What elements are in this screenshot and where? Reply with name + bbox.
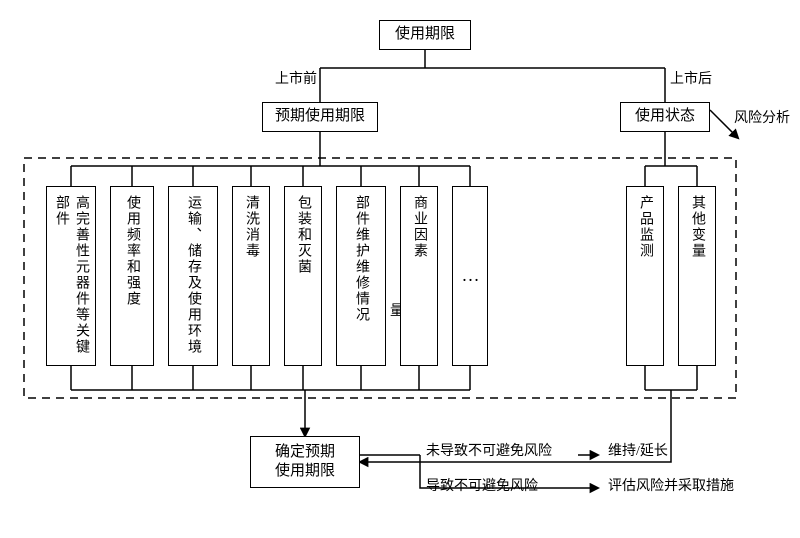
vertical-box-6: 商业因素: [400, 186, 438, 366]
vertical-box-1: 使用频率和强度: [110, 186, 154, 366]
confirm-box: 确定预期 使用期限: [250, 436, 360, 488]
post-label: 上市后: [670, 68, 712, 88]
root-box: 使用期限: [379, 20, 471, 50]
pre-market-box: 预期使用期限: [262, 102, 378, 132]
pre-label: 上市前: [275, 68, 317, 88]
vertical-box-8: 产品监测: [626, 186, 664, 366]
vertical-box-0: 高完善性元器件等关键部件: [46, 186, 96, 366]
vertical-box-2: 运输、储存及使用环境: [168, 186, 218, 366]
vertical-box-4: 包装和灭菌: [284, 186, 322, 366]
evaluate-label: 评估风险并采取措施: [608, 475, 734, 495]
vertical-box-9: 其他变量: [678, 186, 716, 366]
no-risk-label: 未导致不可避免风险: [426, 440, 552, 460]
risk-analysis-label: 风险分析: [734, 107, 790, 127]
post-market-box: 使用状态: [620, 102, 710, 132]
vertical-box-7: …: [452, 186, 488, 366]
maintain-label: 维持/延长: [608, 440, 668, 460]
vertical-box-5: 部件维护维修情况: [336, 186, 386, 366]
vertical-box-3: 清洗消毒: [232, 186, 270, 366]
has-risk-label: 导致不可避免风险: [426, 475, 538, 495]
